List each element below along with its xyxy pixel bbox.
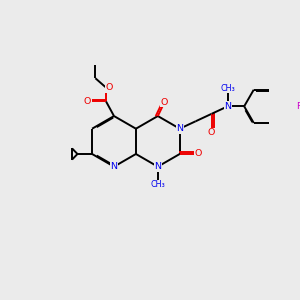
Text: N: N [176, 124, 183, 133]
Text: N: N [224, 102, 231, 111]
Text: N: N [154, 162, 161, 171]
Text: CH₃: CH₃ [220, 84, 235, 93]
Text: N: N [110, 162, 118, 171]
Text: O: O [106, 83, 113, 92]
Text: F: F [297, 102, 300, 111]
Text: O: O [161, 98, 168, 107]
Text: CH₃: CH₃ [150, 180, 165, 189]
Text: O: O [208, 128, 215, 137]
Text: O: O [195, 149, 202, 158]
Text: O: O [84, 97, 91, 106]
